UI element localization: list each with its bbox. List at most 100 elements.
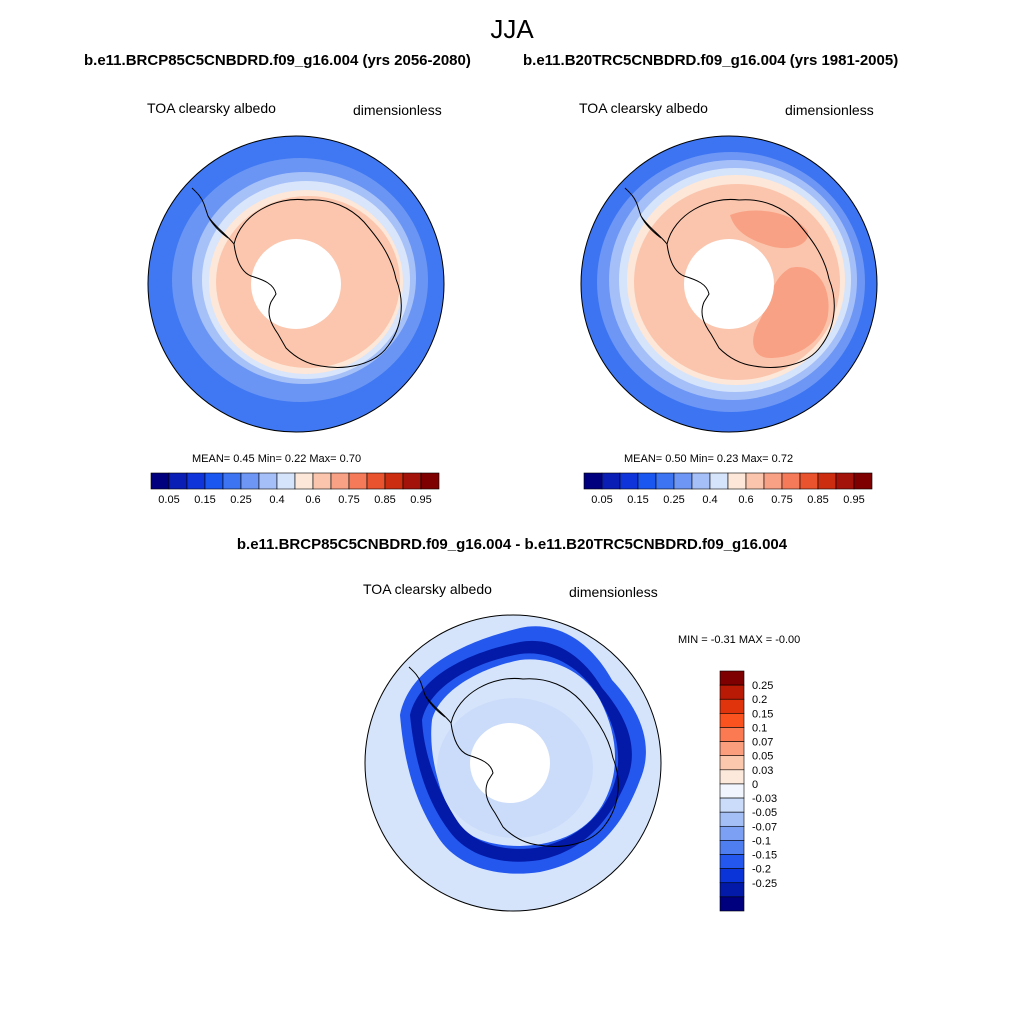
right-colorbar-box	[799, 472, 819, 490]
left-stats: MEAN= 0.45 Min= 0.22 Max= 0.70	[192, 453, 362, 465]
diff-colorbar-box	[719, 698, 745, 714]
right-colorbar-box	[583, 472, 603, 490]
left-colorbar-label: 0.75	[338, 494, 359, 506]
right-colorbar-box	[817, 472, 837, 490]
left-colorbar-label: 0.25	[230, 494, 251, 506]
right-high-albedo-patch-east	[753, 267, 829, 358]
left-missing-data-hole	[251, 239, 341, 329]
diff-missing-data-hole	[470, 723, 550, 803]
left-variable-label: TOA clearsky albedo	[147, 100, 276, 116]
right-colorbar-box	[673, 472, 693, 490]
diff-map-border	[364, 614, 662, 912]
left-colorbar-box	[186, 472, 206, 490]
right-colorbar-box	[709, 472, 729, 490]
left-colorbar-box	[330, 472, 350, 490]
diff-stats: MIN = -0.31 MAX = -0.00	[678, 634, 801, 646]
right-variable-label: TOA clearsky albedo	[579, 100, 708, 116]
right-colorbar-label: 0.4	[702, 494, 717, 506]
diff-colorbar-label: 0	[752, 779, 758, 791]
diff-case-title: b.e11.BRCP85C5CNBDRD.f09_g16.004 - b.e11…	[236, 536, 788, 553]
right-colorbar-label: 0.85	[807, 494, 828, 506]
left-colorbar-label: 0.95	[410, 494, 431, 506]
right-map	[580, 135, 878, 433]
right-colorbar-label: 0.25	[663, 494, 684, 506]
right-colorbar-label: 0.15	[627, 494, 648, 506]
left-colorbar-box	[366, 472, 386, 490]
diff-colorbar-box	[719, 811, 745, 827]
right-colorbar-box	[655, 472, 675, 490]
diff-colorbar-box	[719, 797, 745, 813]
diff-colorbar-box	[719, 825, 745, 841]
left-map-border	[147, 135, 445, 433]
diff-colorbar-box	[719, 727, 745, 742]
diff-colorbar-box	[719, 882, 745, 898]
figure-title: JJA	[490, 14, 534, 44]
diff-colorbar-box	[719, 896, 745, 912]
right-colorbar-label: 0.6	[738, 494, 753, 506]
right-units-label: dimensionless	[785, 102, 874, 118]
left-colorbar-box	[276, 472, 296, 490]
diff-units-label: dimensionless	[569, 584, 658, 600]
left-colorbar-box	[150, 472, 170, 490]
left-colorbar-box	[204, 472, 224, 490]
right-colorbar-box	[853, 472, 873, 490]
left-colorbar-box	[294, 472, 314, 490]
diff-colorbar-box	[719, 868, 745, 884]
diff-colorbar-box	[719, 713, 745, 728]
right-missing-data-hole	[684, 239, 774, 329]
diff-colorbar-box	[719, 783, 745, 799]
left-colorbar-label: 0.85	[374, 494, 395, 506]
diff-colorbar-box	[719, 684, 745, 700]
left-colorbar-box	[258, 472, 278, 490]
diff-colorbar-box	[719, 741, 745, 757]
diff-colorbar-label: 0.03	[752, 765, 773, 777]
left-colorbar-box	[348, 472, 368, 490]
diff-variable-label: TOA clearsky albedo	[363, 581, 492, 597]
diff-colorbar-box	[719, 670, 745, 686]
left-colorbar-box	[312, 472, 332, 490]
right-colorbar-box	[781, 472, 801, 490]
right-colorbar-box	[745, 472, 765, 490]
right-case-title: b.e11.B20TRC5CNBDRD.f09_g16.004 (yrs 198…	[523, 52, 899, 69]
colorbars: 0.05 0.15 0.25 0.4 0.6 0.75 0.85 0.95 0.05 0.15 0.…	[150, 472, 873, 912]
right-high-albedo-patch-north	[730, 210, 809, 249]
left-colorbar-box	[168, 472, 188, 490]
diff-colorbar-box	[719, 854, 745, 869]
diff-colorbar-label: -0.1	[752, 835, 771, 847]
right-colorbar-box	[601, 472, 621, 490]
right-colorbar-label: 0.05	[591, 494, 612, 506]
left-colorbar-box	[222, 472, 242, 490]
left-map	[147, 135, 445, 433]
left-colorbar-box	[420, 472, 440, 490]
left-units-label: dimensionless	[353, 102, 442, 118]
diff-colorbar-label: -0.03	[752, 793, 777, 805]
diff-colorbar-label: -0.15	[752, 850, 777, 862]
right-colorbar-box	[619, 472, 639, 490]
diff-colorbar-box	[719, 769, 745, 785]
diff-colorbar-box	[719, 840, 745, 855]
diff-colorbar-label: 0.25	[752, 680, 773, 692]
left-colorbar-box	[240, 472, 260, 490]
right-colorbar-box	[727, 472, 747, 490]
right-colorbar-label: 0.75	[771, 494, 792, 506]
diff-map	[364, 614, 662, 912]
right-stats: MEAN= 0.50 Min= 0.23 Max= 0.72	[624, 453, 794, 465]
left-colorbar-label: 0.05	[158, 494, 179, 506]
diff-colorbar-label: -0.25	[752, 878, 777, 890]
right-map-border	[580, 135, 878, 433]
diff-colorbar-label: 0.07	[752, 737, 773, 749]
diff-colorbar-label: 0.2	[752, 694, 767, 706]
diff-colorbar-label: -0.05	[752, 807, 777, 819]
left-colorbar-box	[402, 472, 422, 490]
right-colorbar-box	[835, 472, 855, 490]
right-colorbar-box	[691, 472, 711, 490]
diff-colorbar-label: 0.1	[752, 722, 767, 734]
left-case-title: b.e11.BRCP85C5CNBDRD.f09_g16.004 (yrs 20…	[84, 52, 471, 69]
diff-colorbar-label: -0.2	[752, 864, 771, 876]
left-colorbar-label: 0.15	[194, 494, 215, 506]
left-colorbar-label: 0.6	[305, 494, 320, 506]
right-colorbar-box	[763, 472, 783, 490]
diff-colorbar-label: -0.07	[752, 821, 777, 833]
left-colorbar-label: 0.4	[269, 494, 284, 506]
diff-colorbar-label: 0.05	[752, 751, 773, 763]
